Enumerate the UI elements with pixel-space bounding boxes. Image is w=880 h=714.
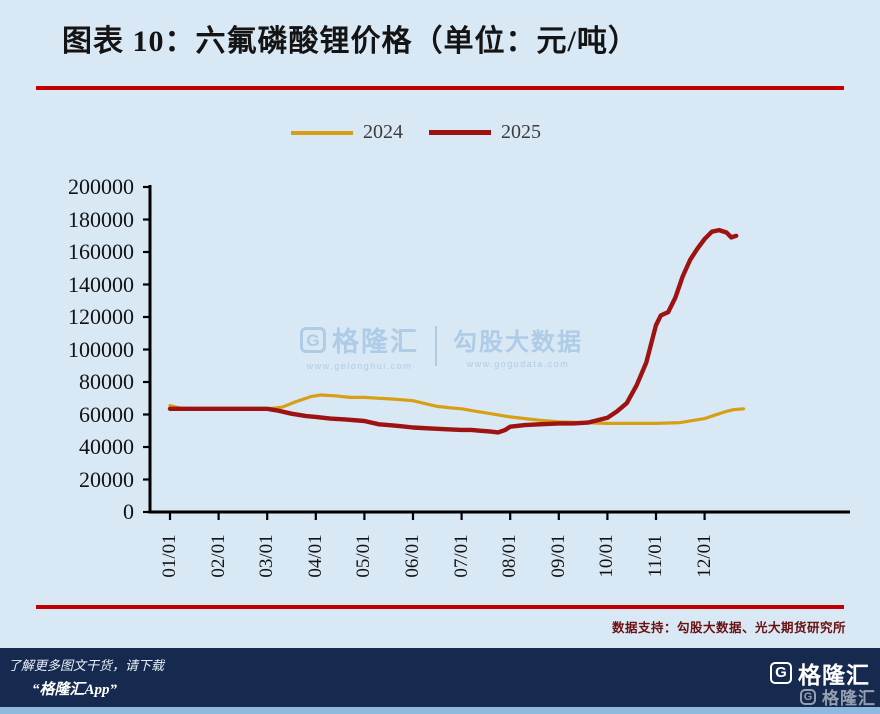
watermark-brand-url: www.gelonghui.com (306, 361, 413, 371)
watermark-divider (435, 325, 437, 366)
y-tick-label: 140000 (68, 271, 134, 297)
y-tick-label: 0 (123, 499, 134, 524)
plot-area-svg (143, 185, 850, 520)
legend: 2024 2025 (0, 121, 856, 144)
y-tick-label: 80000 (79, 369, 134, 394)
footer-promo: 了解更多图文干货，请下载 “格隆汇App” (0, 648, 880, 699)
top-divider (36, 86, 844, 90)
y-tick-label: 20000 (79, 466, 134, 492)
center-watermark: G 格隆汇 www.gelonghui.com 勾股大数据 www.goguda… (300, 320, 583, 371)
x-tick-label: 08/01 (499, 534, 521, 578)
legend-swatch-2025-icon (429, 130, 491, 135)
footer-promo-line1: 了解更多图文干货，请下载 (8, 658, 165, 673)
gelonghui-logo-watermark: G 格隆汇 (800, 684, 876, 709)
footer-strip (0, 707, 880, 714)
watermark-brand-text: 格隆汇 (332, 327, 419, 357)
watermark-partner-text: 勾股大数据 (453, 329, 583, 356)
x-tick-label: 04/01 (304, 534, 326, 578)
watermark-gogudata: 勾股大数据 www.gogudata.com (453, 322, 583, 369)
gelonghui-g-icon: G (800, 688, 816, 705)
watermark-gelonghui: G 格隆汇 www.gelonghui.com (300, 320, 419, 371)
y-tick-label: 200000 (68, 174, 134, 199)
y-tick-label: 120000 (68, 304, 134, 329)
bottom-divider (36, 605, 844, 609)
gelonghui-logo-text: 格隆汇 (798, 662, 870, 688)
footer-promo-line2: “格隆汇App” (32, 682, 118, 698)
x-tick-label: 02/01 (207, 534, 229, 578)
page-title: 图表 10：六氟磷酸锂价格（单位：元/吨） (62, 25, 639, 58)
gelonghui-logo: G 格隆汇 (770, 656, 870, 690)
x-tick-label: 01/01 (159, 534, 180, 578)
y-tick-label: 40000 (79, 434, 134, 459)
x-tick-label: 06/01 (402, 534, 423, 578)
gelonghui-g-icon: G (300, 326, 326, 353)
y-tick-label: 100000 (68, 336, 134, 362)
gelonghui-g-icon: G (770, 662, 792, 684)
legend-swatch-2024-icon (291, 130, 353, 135)
footer-bar: 了解更多图文干货，请下载 “格隆汇App” G 格隆汇 G 格隆汇 (0, 648, 880, 709)
x-tick-label: 07/01 (450, 534, 472, 578)
watermark-partner-url: www.gogudata.com (466, 359, 570, 369)
y-tick-label: 160000 (68, 239, 134, 264)
x-tick-label: 03/01 (256, 534, 278, 578)
legend-item-2025: 2025 (429, 121, 541, 144)
legend-item-2024: 2024 (291, 121, 403, 144)
gelonghui-logo-watermark-text: 格隆汇 (822, 689, 876, 708)
chart-plot (142, 184, 854, 526)
x-tick-label: 09/01 (547, 534, 569, 578)
x-tick-label: 11/01 (645, 534, 666, 578)
legend-label-2025: 2025 (501, 121, 541, 143)
y-tick-label: 180000 (68, 206, 134, 232)
x-tick-label: 10/01 (596, 534, 618, 578)
legend-label-2024: 2024 (363, 121, 403, 143)
y-tick-label: 60000 (79, 401, 134, 427)
x-tick-label: 05/01 (353, 534, 375, 578)
source-note: 数据支持：勾股大数据、光大期货研究所 (611, 621, 846, 635)
x-tick-label: 12/01 (693, 534, 715, 578)
